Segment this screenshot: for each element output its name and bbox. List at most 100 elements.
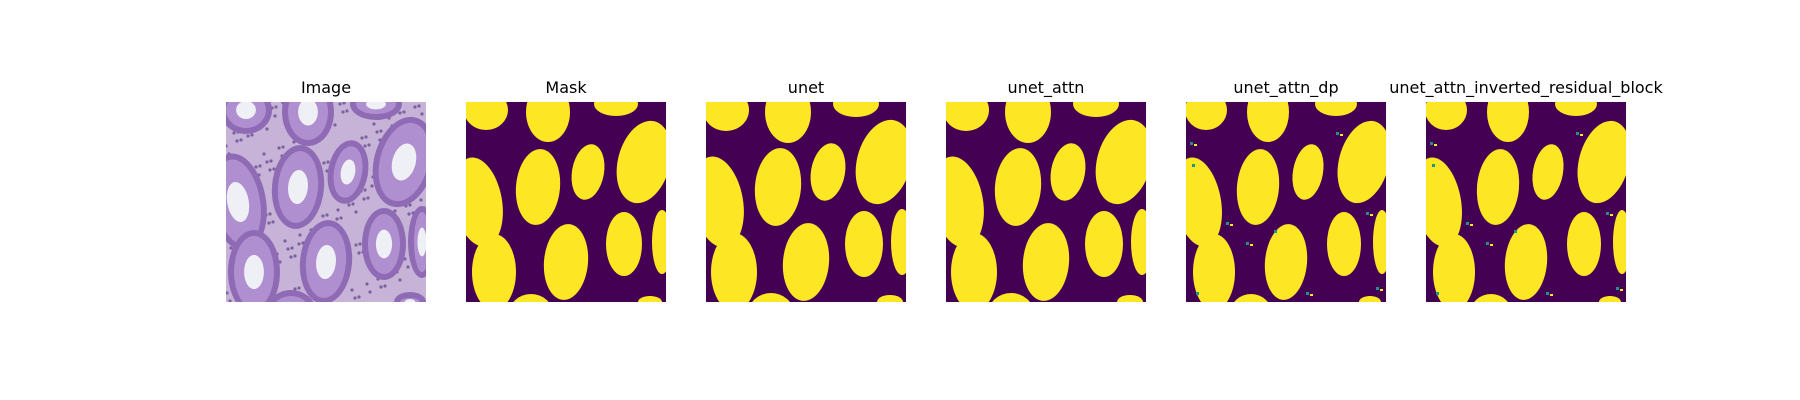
mask-noise-speck xyxy=(1226,222,1229,225)
stroma-nucleus xyxy=(357,295,360,298)
mask-noise-speck xyxy=(1616,287,1619,290)
stroma-nucleus xyxy=(277,146,280,149)
mask-noise-speck xyxy=(1432,164,1435,167)
stroma-nucleus xyxy=(358,242,361,245)
mask-region xyxy=(1567,212,1601,276)
stroma-nucleus xyxy=(268,168,271,171)
stroma-nucleus xyxy=(274,105,277,108)
stroma-nucleus xyxy=(375,130,378,133)
stroma-nucleus xyxy=(322,161,325,164)
stroma-nucleus xyxy=(290,246,293,249)
stroma-nucleus xyxy=(286,247,289,250)
stroma-nucleus xyxy=(339,216,342,219)
stroma-nucleus xyxy=(246,134,249,137)
mask-noise-speck xyxy=(1192,164,1195,167)
stroma-nucleus xyxy=(325,213,328,216)
stroma-nucleus xyxy=(283,239,286,242)
stroma-nucleus xyxy=(379,129,382,132)
stroma-nucleus xyxy=(235,139,238,142)
stroma-nucleus xyxy=(321,214,324,217)
stroma-nucleus xyxy=(338,102,341,105)
mask-noise-speck xyxy=(1196,292,1199,295)
mask-region xyxy=(606,212,642,276)
stroma-nucleus xyxy=(357,251,360,254)
mask-noise-speck xyxy=(1366,212,1369,215)
stroma-nucleus xyxy=(372,122,375,125)
mask-noise-speck xyxy=(1340,134,1343,136)
mask-noise-speck xyxy=(1430,142,1433,145)
histology-image xyxy=(226,102,426,302)
stroma-nucleus xyxy=(402,110,405,113)
mask-noise-speck xyxy=(1576,132,1579,135)
stroma-nucleus xyxy=(413,105,416,108)
stroma-nucleus xyxy=(420,112,423,115)
mask-noise-speck xyxy=(1278,232,1281,234)
mask-noise-speck xyxy=(1246,242,1249,245)
mask-noise-speck xyxy=(1196,166,1199,168)
stroma-nucleus xyxy=(398,111,401,114)
stroma-nucleus xyxy=(364,135,367,138)
stroma-nucleus xyxy=(293,254,296,257)
stroma-nucleus xyxy=(347,203,350,206)
mask-noise-speck xyxy=(1490,244,1493,246)
mask-noise-speck xyxy=(1194,144,1197,146)
mask-noise-speck xyxy=(1376,287,1379,290)
stroma-nucleus xyxy=(354,210,357,213)
stroma-nucleus xyxy=(293,287,296,290)
stroma-nucleus xyxy=(269,159,272,162)
mask-noise-speck xyxy=(1250,244,1253,246)
stroma-nucleus xyxy=(239,138,242,141)
stroma-nucleus xyxy=(379,285,382,288)
mask-region xyxy=(1085,211,1123,277)
stroma-nucleus xyxy=(419,198,422,201)
mask-noise-speck xyxy=(1486,242,1489,245)
stroma-nucleus xyxy=(354,243,357,246)
stroma-nucleus xyxy=(333,123,336,126)
stroma-nucleus xyxy=(406,265,409,268)
stroma-nucleus xyxy=(271,220,274,223)
unet-attn-prediction-mask xyxy=(946,102,1146,302)
stroma-nucleus xyxy=(250,133,253,136)
stroma-nucleus xyxy=(254,165,257,168)
stroma-nucleus xyxy=(353,296,356,299)
mask-noise-speck xyxy=(1200,294,1203,296)
stroma-nucleus xyxy=(363,144,366,147)
stroma-nucleus xyxy=(229,246,232,249)
stroma-nucleus xyxy=(262,152,265,155)
mask-noise-speck xyxy=(1610,214,1613,216)
stroma-nucleus xyxy=(265,160,268,163)
mask-noise-speck xyxy=(1230,224,1233,226)
ground-truth-mask xyxy=(466,102,666,302)
mask-noise-speck xyxy=(1380,289,1383,291)
mask-noise-speck xyxy=(1620,289,1623,291)
stroma-nucleus xyxy=(417,104,420,107)
stroma-nucleus xyxy=(289,255,292,258)
stroma-nucleus xyxy=(273,114,276,117)
stroma-nucleus xyxy=(383,284,386,287)
stroma-nucleus xyxy=(258,164,261,167)
stroma-nucleus xyxy=(345,109,348,112)
mask-noise-speck xyxy=(1606,212,1609,215)
stroma-nucleus xyxy=(335,217,338,220)
stroma-nucleus xyxy=(368,290,371,293)
stroma-nucleus xyxy=(363,188,366,191)
stroma-nucleus xyxy=(298,233,301,236)
stroma-nucleus xyxy=(360,136,363,139)
unet-attn-dp-prediction-mask xyxy=(1186,102,1386,302)
mask-noise-speck xyxy=(1580,134,1583,136)
panel-unet-attn-dp: unet_attn_dp xyxy=(1186,0,1386,400)
panel-unet-attn-irb: unet_attn_inverted_residual_block xyxy=(1426,0,1626,400)
stroma-nucleus xyxy=(232,131,235,134)
mask-noise-speck xyxy=(1470,224,1473,226)
stroma-nucleus xyxy=(351,202,354,205)
stroma-nucleus xyxy=(326,160,329,163)
panel-unet-attn: unet_attn xyxy=(946,0,1146,400)
mask-noise-speck xyxy=(1514,230,1517,233)
mask-noise-speck xyxy=(1190,142,1193,145)
gland-lumen xyxy=(244,255,264,289)
mask-noise-speck xyxy=(1310,294,1313,296)
mask-noise-speck xyxy=(1274,230,1277,233)
mask-noise-speck xyxy=(1436,166,1439,168)
stroma-nucleus xyxy=(336,208,339,211)
unet-prediction-mask xyxy=(706,102,906,302)
